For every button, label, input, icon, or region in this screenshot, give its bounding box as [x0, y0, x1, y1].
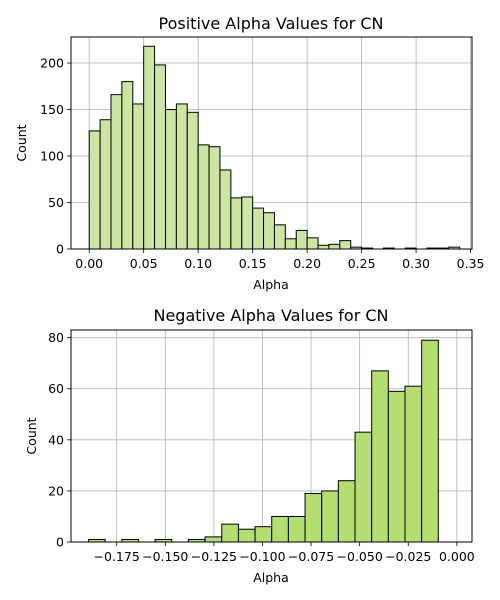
plot-frame [70, 329, 473, 543]
x-tick-label: 0.10 [184, 256, 212, 271]
histogram-bar [339, 240, 352, 250]
x-tick-label: −0.175 [94, 549, 140, 564]
x-tick-label: 0.00 [75, 256, 103, 271]
histogram-bar [321, 490, 339, 543]
negative-alpha-chart: Negative Alpha Values for CN −0.175 −0.15… [24, 306, 475, 585]
x-axis-label: Alpha [253, 277, 289, 292]
x-tick-label: 0.30 [402, 256, 430, 271]
bars [87, 339, 439, 543]
histogram-bar [404, 385, 423, 543]
histogram-bar [208, 146, 221, 250]
histogram-bar [88, 130, 101, 250]
chart-title: Positive Alpha Values for CN [159, 14, 384, 33]
plot-frame [70, 36, 473, 250]
chart-title: Negative Alpha Values for CN [153, 306, 388, 325]
y-axis-label: Count [14, 124, 29, 161]
x-tick-label: 0.05 [130, 256, 158, 271]
histogram-bar [132, 103, 145, 250]
histogram-bar [175, 103, 188, 250]
histogram-bar [354, 431, 373, 543]
histogram-bar [371, 370, 389, 543]
x-axis: −0.175 −0.150 −0.125 −0.100 −0.075 −0.050 −0.0… [94, 542, 475, 564]
histogram-bar [241, 196, 254, 250]
y-axis: 0 20 40 60 80 [48, 330, 71, 550]
y-axis: 0 50 100 150 200 [40, 56, 71, 257]
x-tick-label: 0.000 [439, 549, 475, 564]
x-tick-label: 0.20 [293, 256, 321, 271]
histogram-bar [387, 390, 406, 543]
histogram-bar [337, 480, 356, 543]
histogram-bar [252, 207, 265, 250]
histogram-bar [421, 339, 439, 543]
histogram-bar [271, 515, 289, 543]
y-tick-label: 80 [48, 330, 64, 345]
histogram-bar [164, 109, 177, 250]
y-tick-label: 20 [48, 483, 64, 498]
x-tick-label: 0.25 [348, 256, 376, 271]
x-tick-label: −0.150 [142, 549, 188, 564]
y-tick-label: 100 [40, 149, 64, 164]
histogram-bar [273, 224, 286, 250]
histogram-bar [197, 144, 210, 250]
y-tick-label: 150 [40, 102, 64, 117]
y-tick-label: 0 [56, 535, 64, 550]
histogram-bar [186, 111, 199, 250]
histogram-bar [154, 64, 166, 250]
histogram-bar [287, 515, 306, 543]
histogram-bar [328, 243, 341, 250]
histogram-bar [304, 492, 323, 543]
histogram-bar [221, 523, 239, 543]
x-tick-label: −0.025 [385, 549, 431, 564]
histogram-bar [110, 94, 123, 250]
y-tick-label: 60 [48, 381, 64, 396]
histogram-bar [99, 119, 112, 250]
x-tick-label: −0.100 [239, 549, 285, 564]
y-tick-label: 200 [40, 56, 64, 71]
histogram-bar [263, 212, 275, 250]
histogram-bar [254, 526, 273, 543]
x-axis: 0.00 0.05 0.10 0.15 0.20 0.25 0.30 0.35 [75, 249, 485, 271]
y-axis-label: Count [24, 417, 39, 454]
x-tick-label: 0.15 [239, 256, 267, 271]
histogram-bar [237, 528, 256, 543]
histogram-bar [143, 45, 156, 250]
histogram-bar [317, 244, 330, 250]
x-tick-label: −0.125 [191, 549, 237, 564]
histogram-bar [204, 536, 223, 543]
histogram-bar [219, 169, 232, 250]
x-tick-label: −0.050 [337, 549, 383, 564]
histogram-bar [306, 237, 319, 250]
histogram-bar [284, 238, 297, 250]
x-axis-label: Alpha [253, 570, 289, 585]
positive-alpha-chart: Positive Alpha Values for CN 0.00 0.05 0.1… [14, 14, 485, 292]
x-tick-label: 0.35 [457, 256, 485, 271]
x-tick-label: −0.075 [288, 549, 334, 564]
y-tick-label: 0 [56, 242, 64, 257]
bars [88, 45, 461, 250]
histogram-bar [121, 81, 134, 250]
histogram-bar [295, 229, 308, 250]
histogram-bar [230, 197, 243, 250]
y-tick-label: 50 [48, 195, 64, 210]
y-tick-label: 40 [48, 432, 64, 447]
